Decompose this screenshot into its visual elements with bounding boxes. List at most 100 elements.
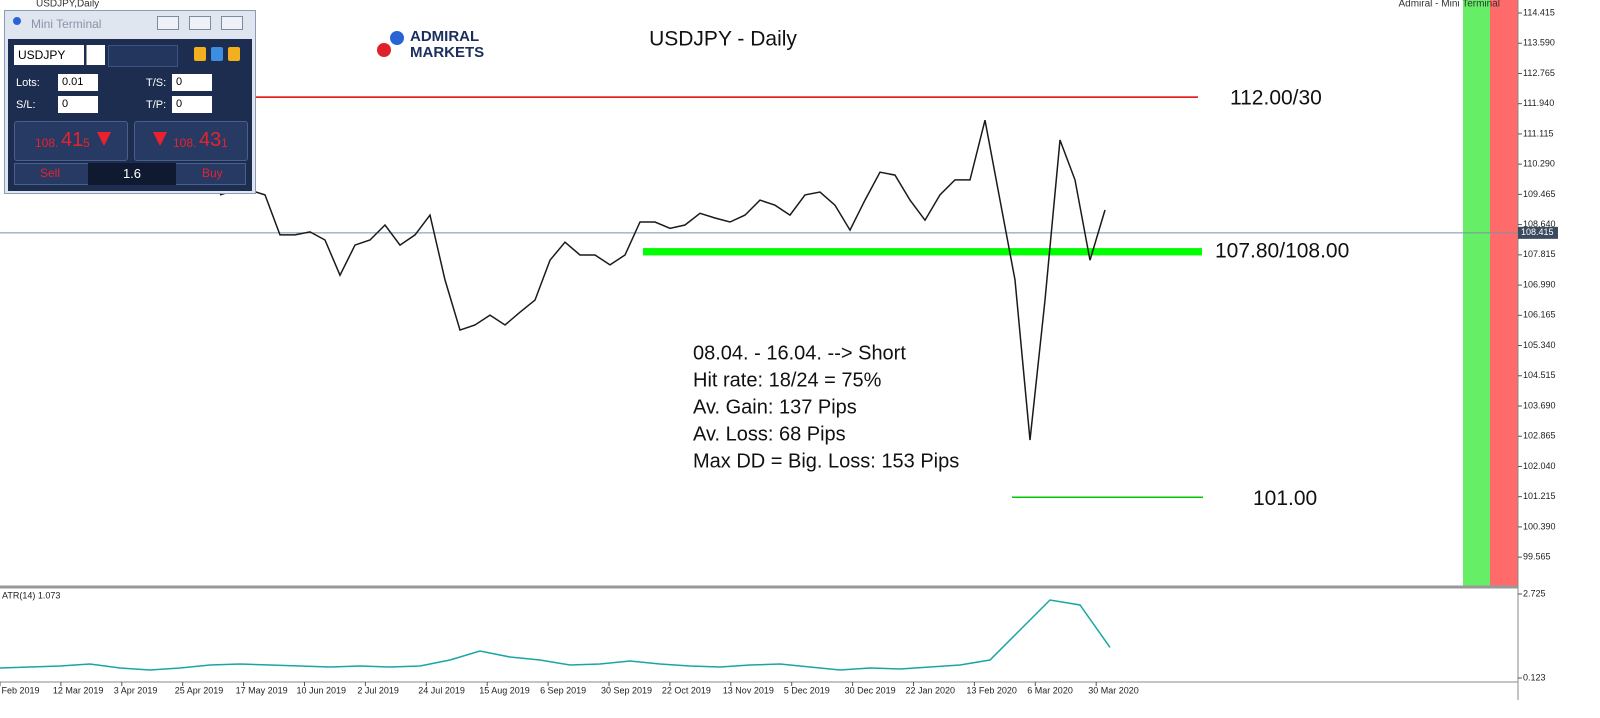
annotation: Max DD = Big. Loss: 153 Pips bbox=[693, 450, 959, 472]
minimize-button[interactable] bbox=[157, 16, 179, 30]
current-price-box bbox=[1518, 226, 1558, 239]
chart-title: USDJPY - Daily bbox=[649, 28, 797, 51]
field-label: Lots: bbox=[16, 77, 40, 89]
y-tick-label: 102.865 bbox=[1523, 431, 1556, 441]
level-label: 112.00/30 bbox=[1230, 87, 1322, 110]
x-tick-label: 15 Aug 2019 bbox=[479, 685, 530, 695]
y-tick-label: 101.215 bbox=[1523, 491, 1556, 501]
y-tick-label: 105.340 bbox=[1523, 340, 1556, 350]
y-tick-label: 2.725 bbox=[1523, 588, 1546, 598]
buy-price-box[interactable]: 108. 43 1 bbox=[134, 121, 248, 161]
y-tick-label: 111.940 bbox=[1523, 98, 1554, 108]
price-big: 43 bbox=[199, 129, 222, 151]
x-tick-label: 30 Dec 2019 bbox=[845, 685, 896, 695]
y-tick-label: 106.165 bbox=[1523, 310, 1556, 320]
price-tail: 5 bbox=[83, 136, 90, 150]
terminal-title: Mini Terminal bbox=[31, 17, 102, 31]
y-tick-label: 104.515 bbox=[1523, 370, 1556, 380]
red-strip bbox=[1490, 0, 1518, 587]
y-tick-label: 111.115 bbox=[1523, 128, 1554, 138]
close-button[interactable] bbox=[221, 16, 243, 30]
annotation: Av. Loss: 68 Pips bbox=[693, 423, 846, 445]
x-tick-label: 6 Mar 2020 bbox=[1027, 685, 1073, 695]
symbol-dropdown[interactable] bbox=[86, 45, 105, 65]
mini-terminal[interactable]: Mini Terminal USDJPY Lots: 0.01 T/S: 0 S… bbox=[4, 10, 256, 194]
level-label: 101.00 bbox=[1253, 487, 1317, 510]
x-tick-label: 10 Jun 2019 bbox=[297, 685, 347, 695]
y-tick-label: 100.390 bbox=[1523, 521, 1556, 531]
x-tick-label: 3 Apr 2019 bbox=[114, 685, 158, 695]
field-label: S/L: bbox=[16, 99, 36, 111]
sell-button[interactable]: Sell bbox=[40, 166, 61, 180]
x-tick-label: 13 Nov 2019 bbox=[723, 685, 774, 695]
price-tail: 1 bbox=[221, 136, 228, 150]
y-tick-label: 110.290 bbox=[1523, 159, 1555, 169]
y-tick-label: 114.415 bbox=[1523, 7, 1555, 17]
annotation: 08.04. - 16.04. --> Short bbox=[693, 342, 906, 364]
symbol-field[interactable] bbox=[108, 45, 178, 67]
y-tick-label: 108.640 bbox=[1523, 219, 1556, 229]
tool-button[interactable] bbox=[194, 47, 206, 61]
annotation: Av. Gain: 137 Pips bbox=[693, 396, 857, 418]
y-tick-label: 107.815 bbox=[1523, 249, 1556, 259]
logo-dot bbox=[390, 31, 404, 45]
tool-button[interactable] bbox=[228, 47, 240, 61]
x-tick-label: 22 Jan 2020 bbox=[906, 685, 956, 695]
field-label: T/P: bbox=[146, 99, 167, 111]
logo-text: ADMIRAL bbox=[410, 28, 479, 45]
field-label: T/S: bbox=[146, 77, 167, 89]
x-tick-label: 30 Mar 2020 bbox=[1088, 685, 1139, 695]
terminal-body: USDJPY Lots: 0.01 T/S: 0 S/L: 0 T/P: 0 1… bbox=[8, 39, 252, 191]
logo-text: MARKETS bbox=[410, 44, 484, 61]
logo-dot bbox=[377, 43, 391, 57]
y-tick-label: 112.765 bbox=[1523, 68, 1555, 78]
support-zone bbox=[643, 248, 1202, 256]
y-tick-label: 102.040 bbox=[1523, 461, 1556, 471]
buy-button[interactable]: Buy bbox=[202, 166, 223, 180]
spread: 1.6 bbox=[88, 163, 176, 185]
y-tick-label: 113.590 bbox=[1523, 38, 1555, 48]
down-arrow bbox=[153, 132, 167, 146]
x-tick-label: 8 Feb 2019 bbox=[0, 685, 40, 695]
indicator-label: ATR(14) 1.073 bbox=[2, 590, 60, 600]
x-tick-label: 25 Apr 2019 bbox=[175, 685, 224, 695]
lots-input[interactable]: 0.01 bbox=[58, 74, 98, 91]
price-head: 108. bbox=[173, 136, 197, 150]
level-label: 107.80/108.00 bbox=[1215, 239, 1349, 262]
tp-input[interactable]: 0 bbox=[172, 96, 212, 113]
terminal-titlebar: Mini Terminal bbox=[5, 11, 255, 37]
x-tick-label: 5 Dec 2019 bbox=[784, 685, 830, 695]
y-tick-label: 99.565 bbox=[1523, 552, 1551, 562]
annotation: Hit rate: 18/24 = 75% bbox=[693, 369, 882, 391]
atr-line bbox=[0, 599, 1111, 671]
price-big: 41 bbox=[61, 129, 84, 151]
x-tick-label: 6 Sep 2019 bbox=[540, 685, 586, 695]
sell-price-box[interactable]: 108. 41 5 bbox=[14, 121, 128, 161]
x-tick-label: 2 Jul 2019 bbox=[357, 685, 399, 695]
window-title: USDJPY,Daily bbox=[36, 0, 99, 10]
x-tick-label: 24 Jul 2019 bbox=[418, 685, 465, 695]
settings-button[interactable] bbox=[211, 47, 223, 61]
x-tick-label: 13 Feb 2020 bbox=[966, 685, 1017, 695]
ts-input[interactable]: 0 bbox=[172, 74, 212, 91]
down-arrow bbox=[97, 132, 111, 146]
current-price-label: 108.415 bbox=[1521, 227, 1554, 237]
price-line bbox=[219, 120, 1106, 441]
x-tick-label: 30 Sep 2019 bbox=[601, 685, 652, 695]
price-head: 108. bbox=[35, 136, 59, 150]
y-tick-label: 103.690 bbox=[1523, 400, 1556, 410]
x-tick-label: 12 Mar 2019 bbox=[53, 685, 104, 695]
x-tick-label: 22 Oct 2019 bbox=[662, 685, 711, 695]
x-tick-label: 17 May 2019 bbox=[236, 685, 288, 695]
y-tick-label: 0.123 bbox=[1523, 672, 1546, 682]
symbol-select[interactable]: USDJPY bbox=[14, 45, 84, 65]
maximize-button[interactable] bbox=[189, 16, 211, 30]
y-tick-label: 106.990 bbox=[1523, 279, 1556, 289]
sl-input[interactable]: 0 bbox=[58, 96, 98, 113]
terminal-icon bbox=[13, 17, 21, 25]
y-tick-label: 109.465 bbox=[1523, 189, 1556, 199]
green-strip bbox=[1463, 0, 1490, 587]
